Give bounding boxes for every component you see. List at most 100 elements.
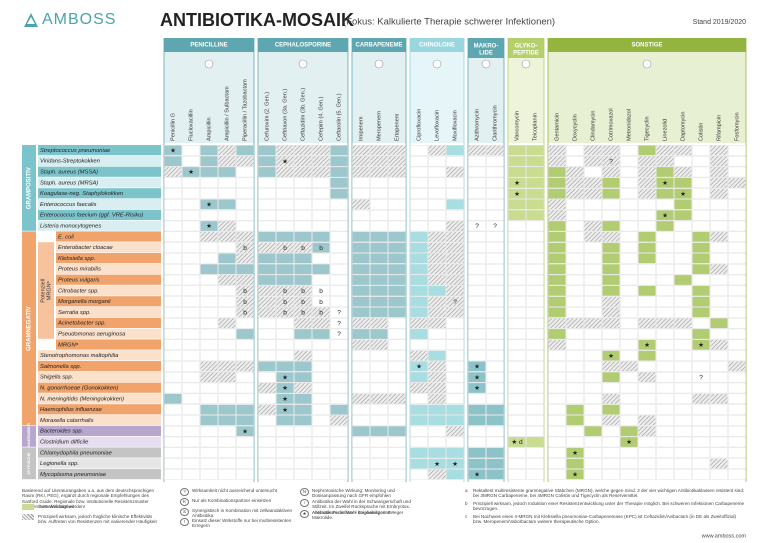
cell (164, 199, 182, 210)
cell (218, 220, 236, 232)
cell (312, 199, 330, 210)
cell (200, 415, 218, 426)
cell (548, 199, 566, 210)
cell (728, 242, 746, 253)
cell (330, 220, 348, 232)
cell (428, 404, 446, 415)
cell (486, 328, 504, 340)
cell (584, 166, 602, 178)
cell (446, 328, 464, 340)
cell (486, 404, 504, 415)
cell (258, 242, 276, 253)
cell-symbol: ★ (206, 223, 212, 230)
cell (526, 199, 544, 210)
cell (486, 285, 504, 296)
cell (258, 426, 276, 437)
drug-name: Levofloxacin (434, 110, 440, 141)
cell (508, 264, 526, 275)
cell (312, 361, 330, 372)
cell (258, 328, 276, 340)
cell (602, 361, 620, 372)
group-name: CEPHALOSPORINE (275, 43, 331, 49)
cell (294, 469, 312, 480)
cell (218, 307, 236, 318)
group-header (508, 38, 544, 58)
cell (410, 209, 428, 221)
cell (218, 199, 236, 210)
cell (388, 415, 406, 426)
cell (446, 264, 464, 275)
cell (566, 382, 584, 394)
cell (294, 264, 312, 275)
cell (638, 145, 656, 156)
cell (218, 231, 236, 243)
cell (388, 155, 406, 167)
cell (258, 166, 276, 178)
drug-name: Ampicillin / Sulbactam (224, 86, 230, 141)
cell-symbol: ★ (514, 191, 520, 198)
cell (446, 242, 464, 253)
cell (656, 382, 674, 394)
cell (200, 253, 218, 264)
cell (692, 447, 710, 458)
cell-symbol: ★ (644, 342, 650, 349)
cell (312, 209, 330, 221)
cell (710, 404, 728, 415)
cell (674, 220, 692, 232)
cell (182, 231, 200, 243)
drug-name: Ciprofloxacin (416, 109, 422, 141)
cell (728, 155, 746, 167)
drug-name: Azithromycin (474, 109, 480, 141)
cell (584, 155, 602, 167)
cell (508, 426, 526, 437)
cell (486, 296, 504, 307)
cell (710, 231, 728, 243)
footnote-mark: a (465, 488, 468, 493)
cell (276, 231, 294, 243)
cell (566, 242, 584, 253)
cell (410, 231, 428, 243)
cell (486, 188, 504, 199)
cell (584, 318, 602, 329)
cell (710, 285, 728, 296)
cell (294, 253, 312, 264)
cell (638, 296, 656, 307)
cell (330, 199, 348, 210)
cell (370, 382, 388, 394)
cell (330, 318, 348, 329)
cell (236, 145, 254, 156)
cell (352, 188, 370, 199)
cell (276, 393, 294, 404)
cell (692, 177, 710, 189)
cell (656, 404, 674, 415)
cell-symbol: ★ (452, 461, 458, 468)
cell (566, 404, 584, 415)
cell (258, 231, 276, 243)
cell (602, 264, 620, 275)
cell (692, 145, 710, 156)
cell (294, 155, 312, 167)
cell (294, 404, 312, 415)
cell (468, 350, 486, 361)
cell (728, 253, 746, 264)
cell (258, 361, 276, 372)
cell (312, 155, 330, 167)
cell (620, 242, 638, 253)
cell-symbol: b (319, 310, 323, 317)
cell (468, 328, 486, 340)
cell (258, 220, 276, 232)
cell (352, 469, 370, 480)
cell (638, 350, 656, 361)
cell (674, 209, 692, 221)
cell (370, 350, 388, 361)
cell (508, 382, 526, 394)
cell-symbol: ★ (206, 202, 212, 209)
cell (620, 350, 638, 361)
cell (182, 361, 200, 372)
cell (656, 274, 674, 286)
cell (526, 274, 544, 286)
cell (330, 372, 348, 383)
organism-label-bg (38, 436, 161, 447)
cell (584, 264, 602, 275)
cell (638, 177, 656, 189)
